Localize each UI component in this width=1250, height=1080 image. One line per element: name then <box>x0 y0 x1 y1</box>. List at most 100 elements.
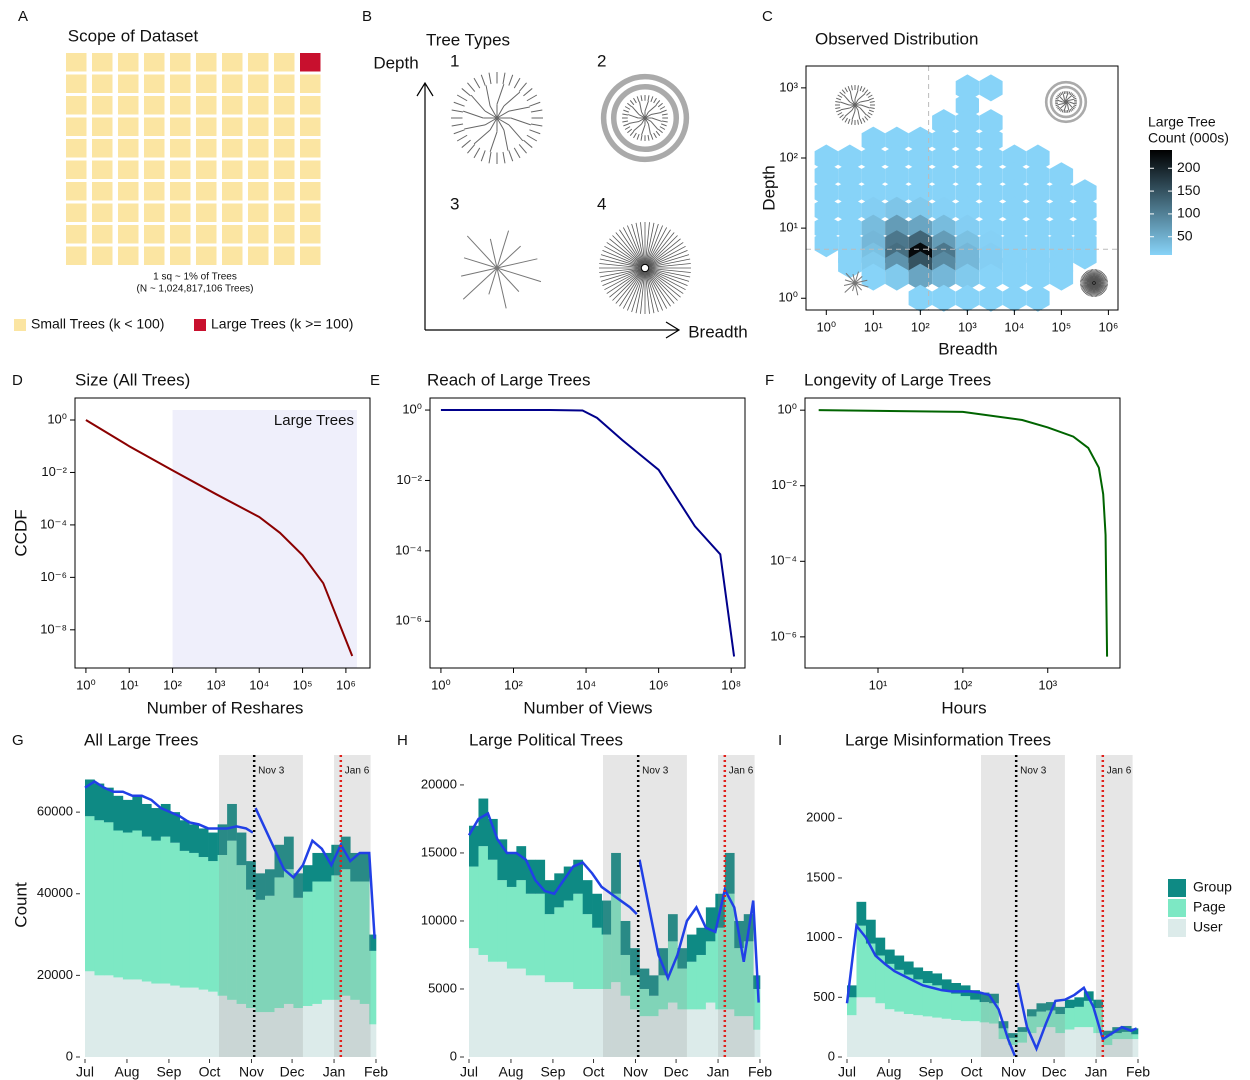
bar-segment <box>715 1009 726 1057</box>
icon-line <box>836 97 842 101</box>
bar-segment <box>1017 1042 1028 1057</box>
bar-segment <box>331 999 342 1057</box>
icon-line <box>644 254 690 269</box>
bar-segment <box>160 803 171 837</box>
waffle-square <box>300 182 321 201</box>
bar-segment <box>217 824 228 855</box>
x-tick-label: 10⁰ <box>816 319 836 334</box>
panel-letter: C <box>762 8 773 25</box>
chart-title: Size (All Trees) <box>75 370 190 389</box>
bar-segment <box>208 861 218 992</box>
bar-segment <box>265 1012 275 1057</box>
icon-line <box>502 151 506 164</box>
icon-line <box>644 267 671 307</box>
bar-segment <box>686 961 697 1010</box>
bar-segment <box>913 967 924 980</box>
bar-segment <box>227 999 237 1057</box>
icon-line <box>599 267 646 273</box>
hex-cell <box>979 263 1003 291</box>
bar-segment <box>979 992 990 1003</box>
bar-segment <box>913 979 924 1016</box>
bar-segment <box>497 880 508 962</box>
icon-line <box>854 271 859 284</box>
x-tick-label: Dec <box>280 1064 305 1080</box>
waffle-square <box>66 160 87 179</box>
waffle-square <box>144 117 165 136</box>
icon-line <box>631 223 646 269</box>
y-tick-label: 10⁰ <box>47 411 67 426</box>
waffle-square <box>144 53 165 72</box>
waffle-square <box>170 246 191 265</box>
hex-cell <box>1049 162 1074 190</box>
icon-line <box>636 134 640 140</box>
icon-line <box>518 144 527 154</box>
y-tick-label: 10⁻⁴ <box>395 542 422 557</box>
icon-line <box>650 121 659 130</box>
line <box>440 409 736 657</box>
bar-segment <box>506 852 517 887</box>
icon-line <box>473 77 481 89</box>
bar-segment <box>516 880 527 969</box>
waffle-square <box>222 117 243 136</box>
icon-line <box>644 117 649 125</box>
bar-segment <box>544 982 555 1057</box>
bar-segment <box>620 920 631 955</box>
x-tick-label: 10¹ <box>869 677 888 692</box>
waffle-square <box>92 96 113 115</box>
colorbar <box>1150 150 1172 255</box>
icon-line <box>644 229 671 269</box>
waffle-square <box>92 74 113 93</box>
x-tick-label: 10³ <box>207 677 226 692</box>
waffle-square <box>222 53 243 72</box>
icon-line <box>496 117 510 126</box>
bar-segment <box>246 889 256 1009</box>
icon-line <box>510 117 531 126</box>
bar-segment <box>208 991 218 1057</box>
icon-line <box>496 258 538 269</box>
bar-segment <box>246 1008 256 1057</box>
bar-segment <box>350 881 361 1000</box>
icon-line <box>627 114 639 119</box>
hex-cell <box>979 162 1003 190</box>
bar-segment <box>743 1016 754 1057</box>
x-tick-label: Nov <box>239 1064 264 1080</box>
hex-cell <box>955 196 979 224</box>
y-tick-label: 10⁻⁶ <box>770 628 797 643</box>
hex-cell <box>838 162 862 190</box>
icon-line <box>659 106 666 110</box>
bar-segment <box>331 844 342 876</box>
bar-segment <box>951 993 961 1020</box>
icon-line <box>485 85 491 107</box>
y-tick-label: 1000 <box>806 929 835 944</box>
bar-segment <box>649 995 659 1017</box>
waffle-square <box>300 203 321 222</box>
icon-line <box>488 151 492 164</box>
icon-line <box>644 267 655 314</box>
icon-line <box>868 97 874 101</box>
bar-segment <box>236 832 247 866</box>
waffle-square <box>144 203 165 222</box>
icon-line <box>644 267 686 291</box>
icon-line <box>644 267 681 298</box>
hex-cell <box>979 109 1003 137</box>
hex-cell <box>1002 196 1027 224</box>
tree-icon <box>600 73 690 163</box>
bar-segment <box>705 941 716 1003</box>
icon-line <box>1068 98 1074 101</box>
icon-line <box>837 94 843 98</box>
bar-segment <box>856 901 867 926</box>
bar-segment <box>667 914 678 942</box>
shade-region <box>718 755 755 1057</box>
waffle-square <box>248 160 269 179</box>
icon-line <box>854 101 861 106</box>
icon-line <box>622 113 629 116</box>
hex-cell <box>861 179 885 207</box>
bar-segment <box>478 954 489 1057</box>
waffle-square <box>170 53 191 72</box>
shade-region <box>1096 755 1133 1057</box>
bar-segment <box>856 925 867 998</box>
icon-line <box>661 109 667 113</box>
icon-line <box>647 123 651 135</box>
x-tick-label: 10⁰ <box>431 677 451 692</box>
icon-line <box>849 90 853 100</box>
